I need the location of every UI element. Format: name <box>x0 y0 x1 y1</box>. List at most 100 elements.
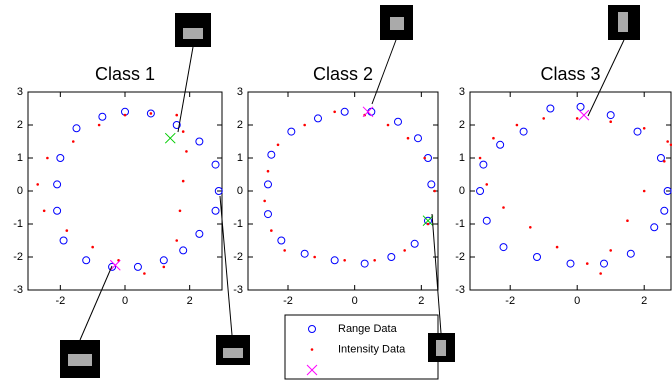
y-tick-label: 2 <box>459 119 465 131</box>
figure: Class 1 -2 0 2 -3 -2 -1 0 1 2 3 Class 2 -2 0 2 -3 -2 -1 0 1… <box>0 0 672 380</box>
thumbnail-object <box>390 17 404 30</box>
intensity-point <box>163 266 166 269</box>
intensity-point <box>626 219 629 222</box>
intensity-point <box>283 249 286 252</box>
intensity-point <box>343 259 346 262</box>
thumbnail-object <box>68 354 92 366</box>
intensity-point <box>313 256 316 259</box>
x-tick-label: 2 <box>187 295 193 307</box>
y-tick-label: 0 <box>459 185 465 197</box>
legend: Range Data Intensity Data <box>285 315 438 379</box>
subplot: Class 2 -2 0 2 -3 -2 -1 0 1 2 3 <box>233 64 438 307</box>
intensity-point <box>98 124 101 127</box>
intensity-point <box>485 183 488 186</box>
intensity-point <box>175 239 178 242</box>
subplot-title: Class 2 <box>313 64 373 84</box>
thumbnail-object <box>183 28 203 39</box>
intensity-point <box>529 226 532 229</box>
intensity-point <box>263 200 266 203</box>
intensity-point <box>403 249 406 252</box>
y-tick-label: -2 <box>233 251 243 263</box>
y-tick-label: 3 <box>237 86 243 98</box>
intensity-point <box>36 183 39 186</box>
intensity-point <box>643 190 646 193</box>
intensity-point <box>179 210 182 213</box>
x-tick-label: 0 <box>352 295 358 307</box>
intensity-point <box>182 180 185 183</box>
x-tick-label: 0 <box>574 295 580 307</box>
intensity-point <box>91 246 94 249</box>
intensity-point <box>663 160 666 163</box>
y-tick-label: 1 <box>459 152 465 164</box>
intensity-point <box>387 124 390 127</box>
y-tick-label: 1 <box>17 152 23 164</box>
intensity-point <box>516 124 519 127</box>
subplot: Class 1 -2 0 2 -3 -2 -1 0 1 2 3 <box>13 64 222 307</box>
plot-area <box>248 92 438 290</box>
y-tick-label: -1 <box>13 218 23 230</box>
intensity-point <box>492 137 495 140</box>
subplot: Class 3 -2 0 2 -3 -2 -1 0 1 2 3 <box>455 64 672 307</box>
y-tick-label: -1 <box>233 218 243 230</box>
y-tick-label: 0 <box>237 185 243 197</box>
legend-label: Intensity Data <box>338 343 406 355</box>
intensity-point <box>427 223 430 226</box>
x-tick-label: -2 <box>505 295 515 307</box>
intensity-point <box>185 150 188 153</box>
y-tick-label: 3 <box>459 86 465 98</box>
subplot-title: Class 1 <box>95 64 155 84</box>
intensity-point <box>542 117 545 120</box>
intensity-point <box>433 190 436 193</box>
intensity-point <box>609 120 612 123</box>
intensity-point <box>373 259 376 262</box>
intensity-point <box>502 206 505 209</box>
intensity-point <box>175 114 178 117</box>
intensity-point <box>66 229 69 232</box>
intensity-point <box>333 111 336 114</box>
intensity-point <box>576 117 579 120</box>
y-tick-label: 2 <box>17 119 23 131</box>
y-tick-label: -2 <box>13 251 23 263</box>
intensity-point <box>43 210 46 213</box>
intensity-point <box>303 124 306 127</box>
x-tick-label: 2 <box>641 295 647 307</box>
thumbnail-object <box>436 340 446 356</box>
x-tick-label: -2 <box>55 295 65 307</box>
intensity-point <box>277 144 280 147</box>
x-tick-label: 0 <box>122 295 128 307</box>
intensity-point <box>72 140 75 143</box>
intensity-point <box>267 170 270 173</box>
y-tick-label: 0 <box>17 185 23 197</box>
intensity-point <box>423 157 426 160</box>
subplot-title: Class 3 <box>540 64 600 84</box>
intensity-point <box>666 140 669 143</box>
intensity-point <box>586 262 589 265</box>
intensity-point <box>609 249 612 252</box>
thumbnail-object <box>223 348 243 358</box>
intensity-point <box>407 137 410 140</box>
y-tick-label: -2 <box>455 251 465 263</box>
y-tick-label: -3 <box>455 284 465 296</box>
intensity-point <box>124 114 127 117</box>
y-tick-label: -3 <box>233 284 243 296</box>
intensity-point <box>143 272 146 275</box>
x-tick-label: -2 <box>283 295 293 307</box>
intensity-point <box>599 272 602 275</box>
intensity-point <box>182 130 185 133</box>
intensity-point <box>643 127 646 130</box>
y-tick-label: -1 <box>455 218 465 230</box>
intensity-point <box>270 229 273 232</box>
intensity-point <box>556 246 559 249</box>
y-tick-label: 1 <box>237 152 243 164</box>
y-tick-label: 2 <box>237 119 243 131</box>
thumbnail-object <box>618 12 628 32</box>
legend-symbol <box>311 348 314 351</box>
legend-label: Range Data <box>338 323 398 335</box>
y-tick-label: 3 <box>17 86 23 98</box>
intensity-point <box>479 157 482 160</box>
plot-area <box>28 92 222 290</box>
intensity-point <box>150 112 153 115</box>
intensity-point <box>46 157 49 160</box>
y-tick-label: -3 <box>13 284 23 296</box>
x-tick-label: 2 <box>418 295 424 307</box>
